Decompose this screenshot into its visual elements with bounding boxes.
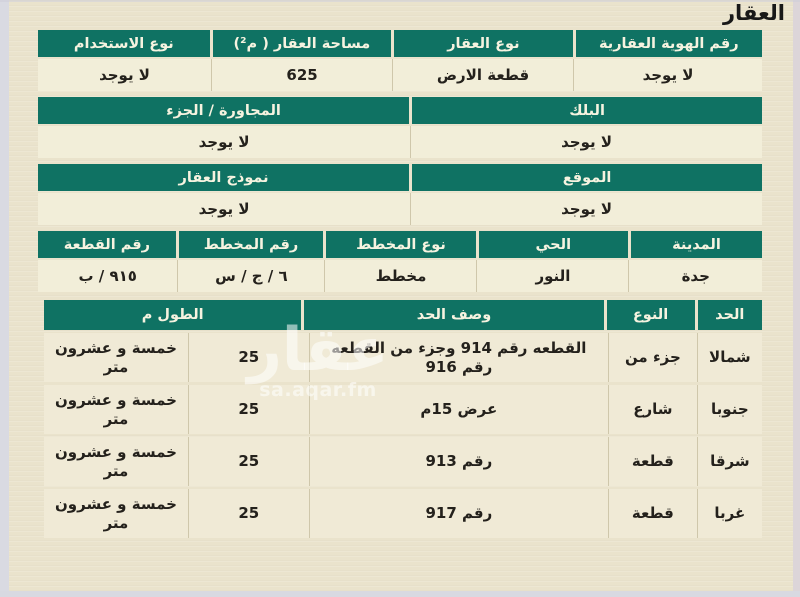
boundary-side: شمالا xyxy=(697,333,762,382)
column-header-property-type: نوع العقار xyxy=(394,30,576,57)
field-value-city: جدة xyxy=(629,260,762,292)
boundary-length-text: خمسة و عشرون متر xyxy=(43,437,189,486)
section-header-row: المدينة الحي نوع المخطط رقم المخطط رقم ا… xyxy=(37,231,762,258)
boundary-row-east: شرقا قطعة رقم 913 25 خمسة و عشرون متر xyxy=(43,437,762,486)
field-value-usage-type: لا يوجد xyxy=(38,59,213,91)
section-value-row: لا يوجد قطعة الارض 625 لا يوجد xyxy=(38,59,762,91)
section-value-row: جدة النور مخطط ٦ / ج / س ٩١٥ / ب xyxy=(38,260,762,292)
section-header-row: الموقع نموذج العقار xyxy=(38,164,762,191)
boundary-length-number: 25 xyxy=(188,385,310,434)
field-value-block: لا يوجد xyxy=(411,126,762,158)
property-table-section: البلك المجاورة / الجزء لا يوجد لا يوجد xyxy=(38,97,762,158)
field-value-property-type: قطعة الارض xyxy=(393,59,575,91)
page-title: العقار xyxy=(722,1,785,25)
property-table-section: المدينة الحي نوع المخطط رقم المخطط رقم ا… xyxy=(37,231,762,292)
column-header-boundary: الحد xyxy=(697,300,762,330)
section-header-row: رقم الهوية العقارية نوع العقار مساحة الع… xyxy=(38,30,762,57)
column-header-boundary-type: النوع xyxy=(606,300,698,330)
boundary-type: جزء من xyxy=(609,333,698,382)
column-header-length-m: الطول م xyxy=(44,300,305,330)
boundaries-header-row: الحد النوع وصف الحد الطول م xyxy=(44,300,762,330)
column-header-city: المدينة xyxy=(630,231,762,258)
column-header-neighbor-part: المجاورة / الجزء xyxy=(38,97,413,124)
column-header-location: الموقع xyxy=(412,164,762,191)
boundary-row-south: جنوبا شارع عرض 15م 25 خمسة و عشرون متر xyxy=(43,385,762,434)
column-header-property-model: نموذج العقار xyxy=(38,164,413,191)
boundary-type: قطعة xyxy=(609,437,698,486)
boundary-description: رقم 917 xyxy=(309,489,610,538)
field-value-plan-number: ٦ / ج / س xyxy=(178,260,326,292)
field-value-district: النور xyxy=(477,260,630,292)
boundary-description: رقم 913 xyxy=(309,437,610,486)
boundary-side: جنوبا xyxy=(697,385,762,434)
boundary-length-text: خمسة و عشرون متر xyxy=(43,385,189,434)
boundaries-table: الحد النوع وصف الحد الطول م شمالا جزء من… xyxy=(43,300,762,541)
boundary-side: شرقا xyxy=(697,437,762,486)
column-header-usage-type: نوع الاستخدام xyxy=(38,30,213,57)
field-value-property-model: لا يوجد xyxy=(38,193,412,225)
column-header-property-id: رقم الهوية العقارية xyxy=(575,30,762,57)
field-value-location: لا يوجد xyxy=(411,193,762,225)
boundary-length-text: خمسة و عشرون متر xyxy=(43,489,189,538)
boundary-length-number: 25 xyxy=(188,437,310,486)
field-value-plot-number: ٩١٥ / ب xyxy=(38,260,179,292)
boundary-length-number: 25 xyxy=(188,333,310,382)
boundary-side: غربا xyxy=(697,489,762,538)
boundary-row-west: غربا قطعة رقم 917 25 خمسة و عشرون متر xyxy=(43,489,762,538)
page-edge-bottom xyxy=(0,591,800,597)
column-header-boundary-description: وصف الحد xyxy=(304,300,607,330)
column-header-property-area: مساحة العقار ( م²) xyxy=(212,30,395,57)
boundary-type: شارع xyxy=(609,385,698,434)
section-value-row: لا يوجد لا يوجد xyxy=(38,193,762,225)
column-header-block: البلك xyxy=(412,97,762,124)
column-header-plan-number: رقم المخطط xyxy=(178,231,327,258)
page-edge-right xyxy=(793,0,800,597)
boundary-description: القطعه رقم 914 وجزء من القطعه رقم 916 xyxy=(309,333,610,382)
field-value-plan-type: مخطط xyxy=(325,260,478,292)
column-header-district: الحي xyxy=(478,231,631,258)
column-header-plan-type: نوع المخطط xyxy=(326,231,479,258)
section-header-row: البلك المجاورة / الجزء xyxy=(38,97,762,124)
field-value-property-id: لا يوجد xyxy=(574,59,762,91)
page-edge-left xyxy=(0,0,9,597)
property-table-section: رقم الهوية العقارية نوع العقار مساحة الع… xyxy=(38,30,762,91)
section-value-row: لا يوجد لا يوجد xyxy=(38,126,762,158)
field-value-neighbor-part: لا يوجد xyxy=(38,126,412,158)
boundary-row-north: شمالا جزء من القطعه رقم 914 وجزء من القط… xyxy=(43,333,762,382)
column-header-plot-number: رقم القطعة xyxy=(37,231,179,258)
property-table-section: الموقع نموذج العقار لا يوجد لا يوجد xyxy=(38,164,762,225)
property-details-table: رقم الهوية العقارية نوع العقار مساحة الع… xyxy=(37,30,762,298)
field-value-property-area: 625 xyxy=(212,59,394,91)
page-edge-top xyxy=(0,0,800,2)
boundary-length-text: خمسة و عشرون متر xyxy=(43,333,189,382)
boundary-type: قطعة xyxy=(609,489,698,538)
boundary-length-number: 25 xyxy=(188,489,310,538)
boundary-description: عرض 15م xyxy=(309,385,610,434)
